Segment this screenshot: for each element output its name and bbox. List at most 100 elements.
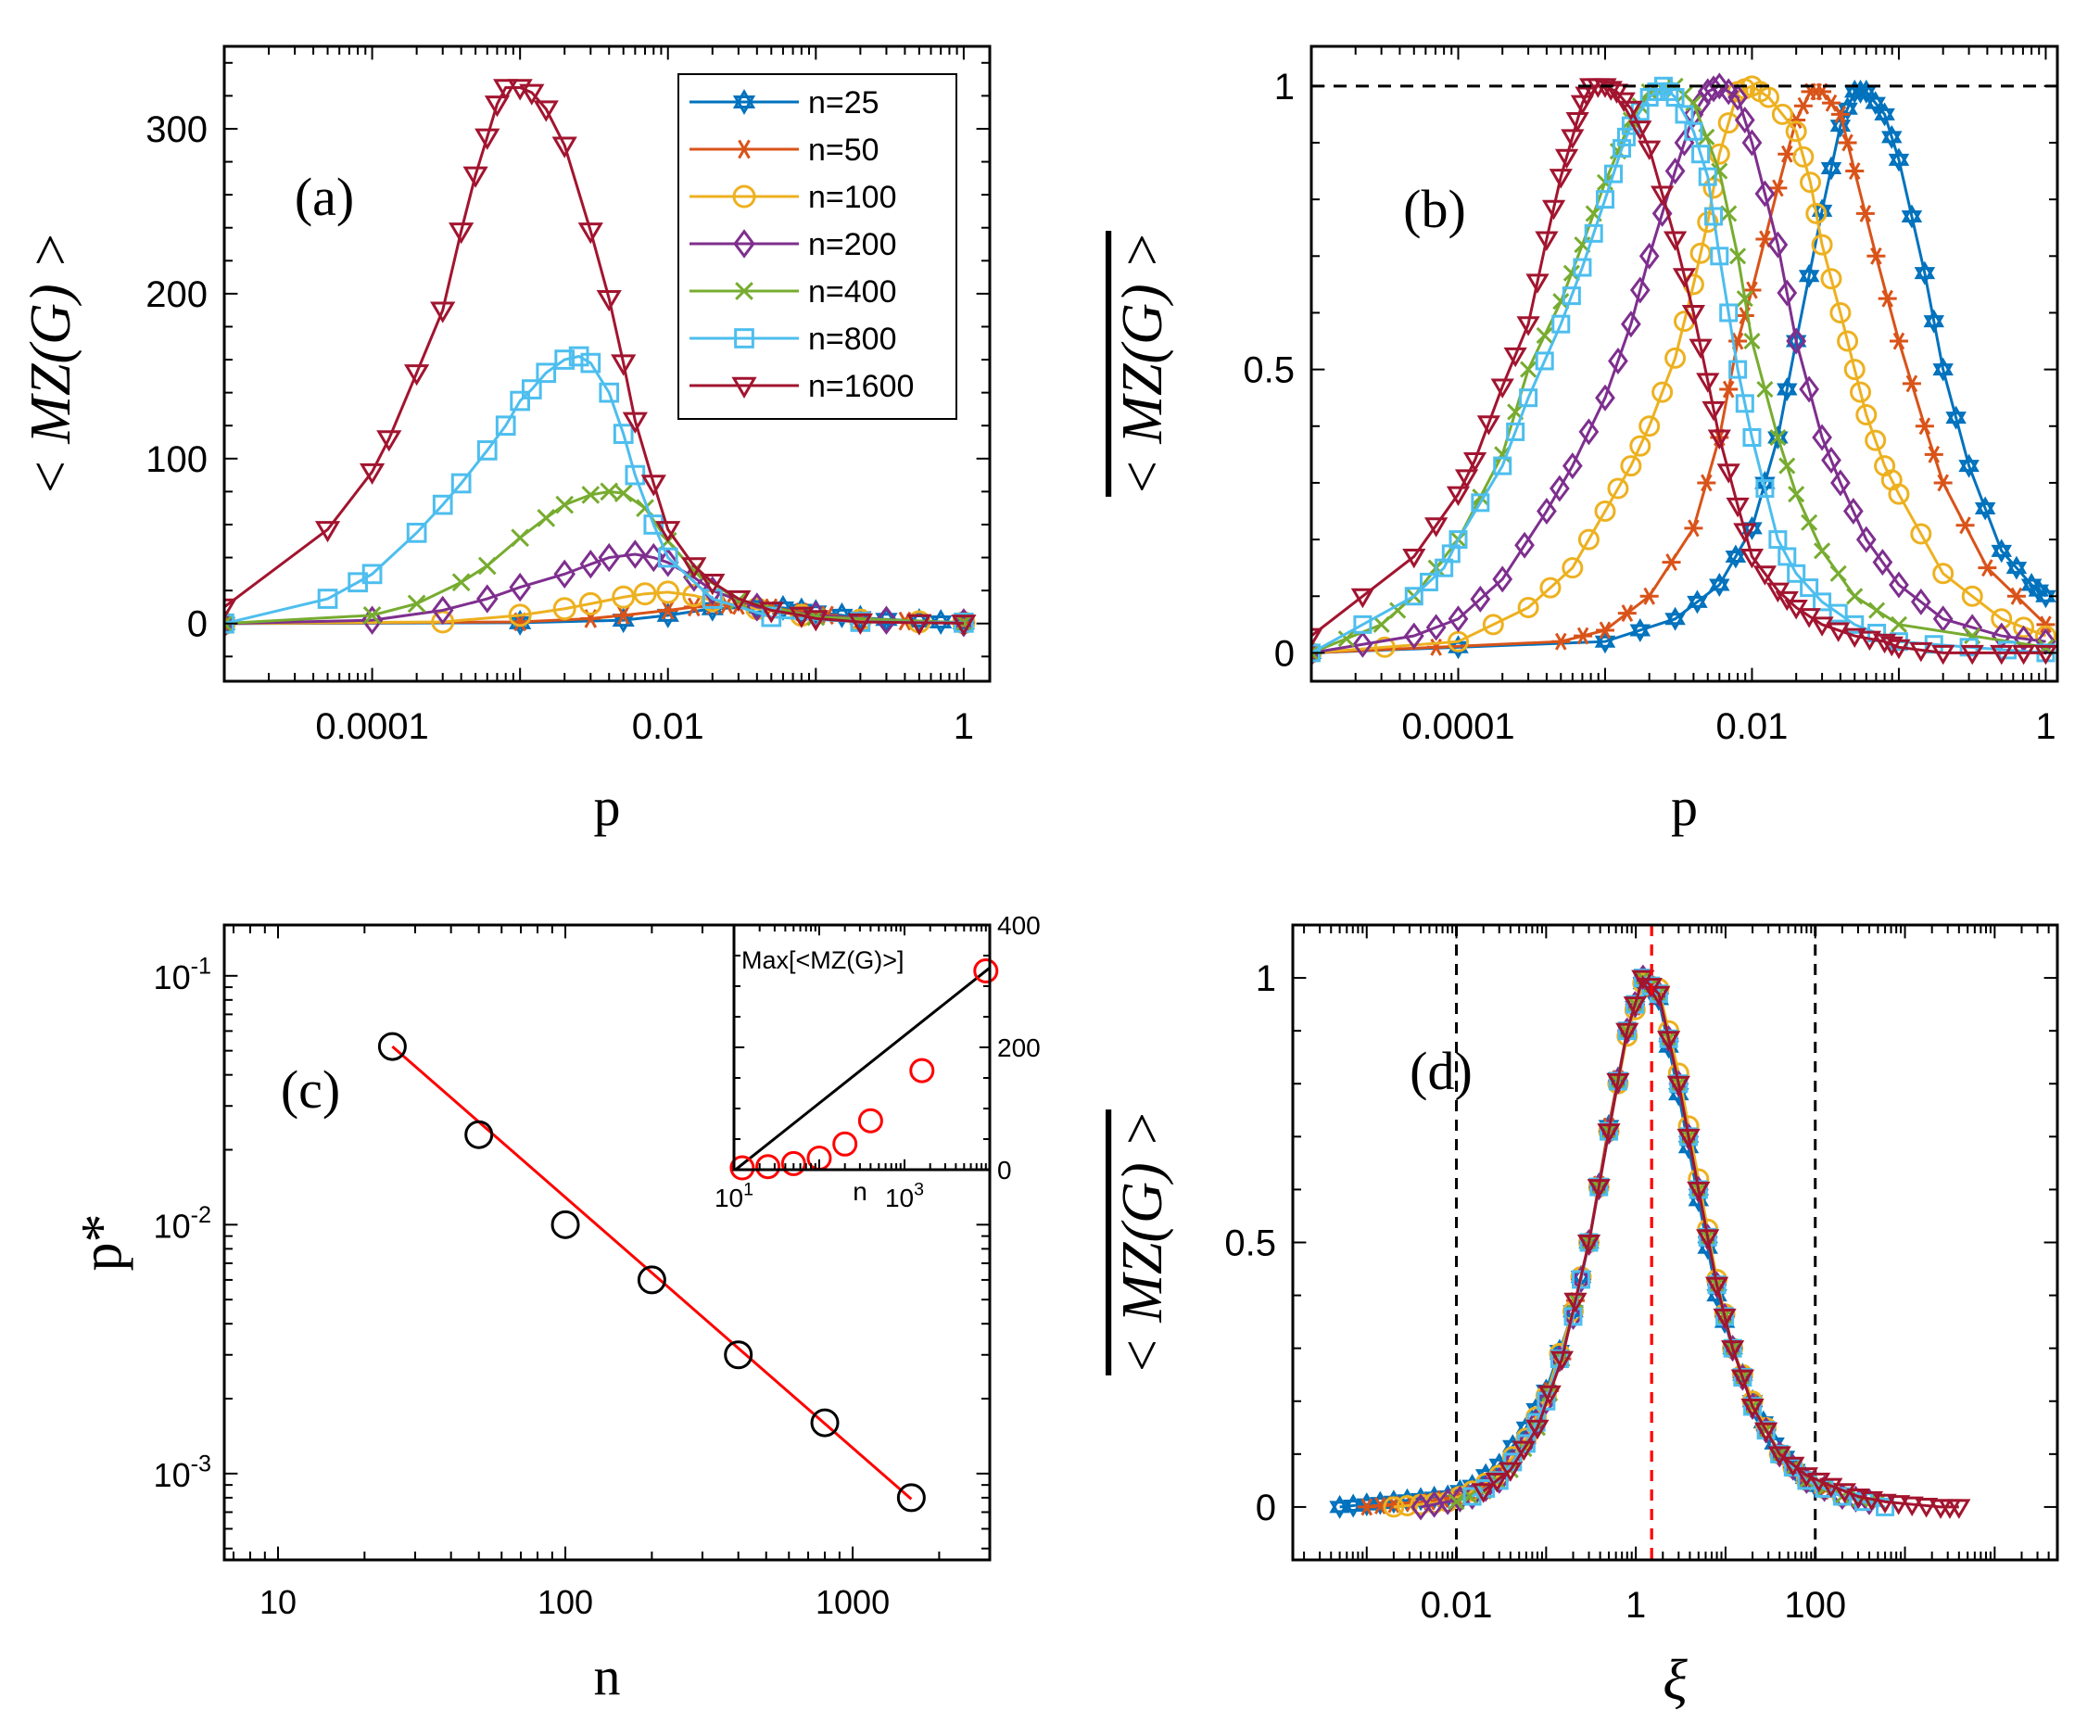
data-point	[1786, 327, 1807, 355]
data-point	[1311, 627, 1323, 649]
data-point	[1743, 332, 1761, 350]
data-point	[577, 222, 603, 245]
data-point	[1767, 231, 1789, 259]
inset-data-point	[780, 1150, 806, 1176]
legend-entry: n=200	[689, 227, 897, 262]
legend-label: n=800	[808, 322, 897, 357]
data-point	[476, 440, 498, 461]
panel-b: 0.0001 0.01 1 0 0.5 1 p < MZ(G) > (b)	[1111, 44, 2059, 837]
data-point	[1752, 565, 1777, 586]
x-tick-label: 100	[538, 1583, 593, 1621]
data-point	[1735, 307, 1754, 324]
legend-entry: n=25	[689, 85, 879, 120]
data-point	[1689, 242, 1712, 264]
data-point	[1512, 1440, 1537, 1462]
data-point	[509, 572, 531, 602]
data-point	[1684, 121, 1703, 141]
data-point	[1535, 351, 1554, 371]
data-point	[1425, 614, 1447, 641]
y-tick-label: 1	[1256, 958, 1276, 999]
data-point	[495, 415, 516, 437]
plot-area-b	[1311, 72, 2057, 666]
data-point	[1725, 544, 1747, 569]
data-point	[1740, 1398, 1765, 1419]
data-point	[1991, 539, 2012, 564]
data-point	[1606, 1072, 1630, 1094]
data-point	[1574, 627, 1593, 645]
data-point	[1730, 1369, 1754, 1390]
legend-label: n=400	[808, 274, 897, 310]
data-point	[1539, 577, 1562, 599]
series-line-n=1600	[1482, 975, 1959, 1509]
data-point	[1503, 347, 1527, 368]
data-point	[1499, 1462, 1523, 1482]
data-point	[1403, 622, 1424, 650]
series-n=1600	[1472, 969, 1971, 1519]
data-point	[431, 595, 454, 626]
data-point	[224, 598, 237, 620]
data-point	[1595, 190, 1614, 209]
data-point	[1472, 1483, 1496, 1503]
data-point	[1878, 289, 1897, 308]
inset-y-tick-label: 200	[997, 1033, 1041, 1062]
data-point	[430, 301, 456, 323]
data-point	[537, 508, 556, 527]
y-tick-label: 0	[1274, 633, 1295, 674]
data-point	[637, 1265, 666, 1295]
plot-area-d	[1329, 925, 1971, 1560]
data-point	[553, 559, 576, 589]
legend-entry: n=400	[689, 274, 897, 310]
data-point	[510, 390, 531, 412]
data-point	[930, 608, 953, 635]
data-point	[2005, 555, 2028, 580]
data-point	[359, 463, 386, 485]
data-point	[1664, 158, 1686, 185]
data-point	[1955, 516, 1975, 535]
inset-y-axis-label: Max[<MZ(G)>]	[741, 946, 905, 974]
data-point	[1915, 1497, 1939, 1518]
data-point	[1811, 234, 1833, 256]
data-point	[1932, 357, 1954, 382]
data-point	[432, 494, 453, 515]
data-point	[1812, 424, 1832, 451]
data-point	[1813, 592, 1832, 612]
y-tick-label: 300	[145, 109, 208, 150]
data-point	[1792, 146, 1815, 168]
series-line-n=200	[1420, 975, 1870, 1509]
data-point	[1777, 377, 1798, 402]
data-point	[1827, 622, 1851, 642]
data-point	[1890, 615, 1908, 633]
data-point	[314, 521, 341, 543]
data-point	[1974, 496, 1996, 521]
data-point	[450, 473, 472, 494]
data-point	[612, 585, 636, 609]
data-point	[511, 528, 530, 548]
data-point	[1629, 276, 1651, 304]
data-point	[224, 614, 234, 633]
data-point	[1769, 428, 1787, 447]
data-point	[1660, 82, 1679, 101]
data-point	[1716, 463, 1740, 484]
data-point	[1868, 602, 1886, 619]
data-point	[1619, 100, 1643, 121]
data-point	[1613, 139, 1632, 158]
data-point	[377, 1032, 407, 1061]
data-point	[2013, 625, 2034, 653]
data-point	[1342, 1493, 1364, 1518]
x-tick-label: 1	[1626, 1585, 1646, 1626]
y-tick-label: 10-2	[154, 1202, 211, 1245]
data-point	[1687, 589, 1708, 615]
data-point	[1855, 79, 1878, 104]
series-n=800	[224, 346, 974, 634]
data-point	[622, 412, 648, 434]
data-point	[1594, 629, 1616, 654]
data-point	[1887, 639, 1911, 660]
data-point	[1914, 260, 1936, 285]
panel-label: (d)	[1410, 1041, 1473, 1101]
data-point	[1961, 585, 1983, 607]
series-line-n=800	[1471, 975, 1886, 1509]
data-point	[1620, 455, 1642, 477]
legend-marker	[732, 184, 756, 209]
